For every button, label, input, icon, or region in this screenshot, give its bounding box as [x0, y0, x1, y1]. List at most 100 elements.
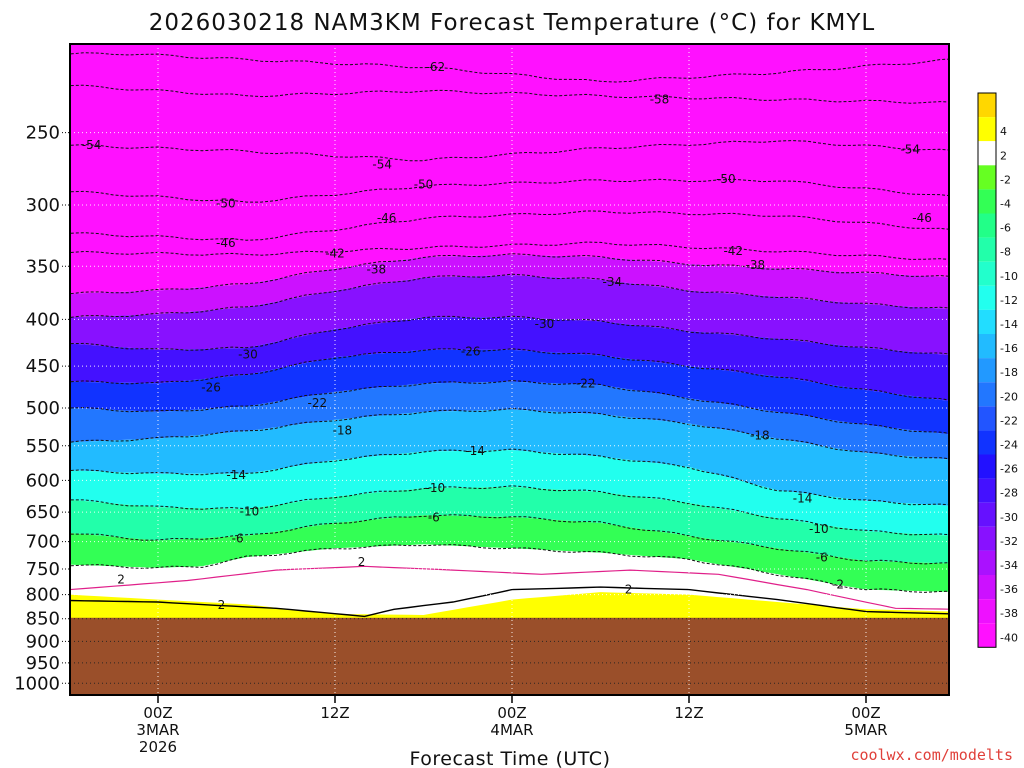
- y-tick-label: 650: [26, 502, 60, 523]
- colorbar-swatch: [978, 309, 996, 334]
- isotherm-label: -46: [216, 236, 236, 250]
- x-tick-label: 00Z: [143, 704, 172, 722]
- terrain: [70, 617, 949, 695]
- y-axis: 2503003504004505005506006507007508008509…: [14, 123, 70, 694]
- isotherm-line: [70, 178, 949, 203]
- colorbar-label: -8: [1000, 246, 1011, 259]
- y-tick-label: 300: [26, 195, 60, 216]
- isotherm-label: -50: [216, 197, 236, 211]
- isotherm-label: -6: [232, 532, 244, 546]
- x-tick-label: 00Z: [497, 704, 526, 722]
- isotherm-label: -18: [750, 429, 770, 443]
- temperature-band: [70, 44, 949, 294]
- y-tick-label: 600: [26, 470, 60, 491]
- isotherm-label: -38: [746, 258, 766, 272]
- colorbar-swatch: [978, 502, 996, 527]
- temperature-band: [70, 381, 949, 460]
- isotherm-line: [70, 348, 949, 401]
- y-tick-label: 250: [26, 123, 60, 144]
- grid: [70, 44, 949, 695]
- temperature-band: [70, 515, 949, 592]
- isotherm-label: -50: [716, 172, 736, 186]
- y-tick-label: 800: [26, 585, 60, 606]
- colorbar-label: -12: [1000, 294, 1018, 307]
- isotherm-line: [70, 140, 949, 162]
- colorbar-label: -10: [1000, 270, 1018, 283]
- plot-frame: [69, 43, 950, 696]
- temperature-band: [70, 486, 949, 564]
- isotherm-label: -46: [377, 211, 397, 225]
- isotherm-label: -2: [832, 578, 844, 592]
- temperature-band: [70, 409, 949, 506]
- y-tick-label: 950: [26, 653, 60, 674]
- x-axis-title: Forecast Time (UTC): [410, 748, 611, 768]
- isotherm-label: -42: [325, 247, 345, 261]
- x-tick-label: 12Z: [320, 704, 349, 722]
- colorbar-label: -36: [1000, 583, 1018, 596]
- isotherm-label: -10: [240, 505, 260, 519]
- zero-degree-contour: [70, 586, 949, 618]
- y-tick-label: 550: [26, 436, 60, 457]
- colorbar-label: -38: [1000, 607, 1018, 620]
- y-tick-label: 750: [26, 559, 60, 580]
- y-tick-label: 450: [26, 356, 60, 377]
- x-tick-label: 12Z: [674, 704, 703, 722]
- colorbar-swatch: [978, 285, 996, 310]
- temperature-band: [70, 349, 949, 435]
- credit-text: coolwx.com/modelts: [850, 746, 1013, 764]
- colorbar-swatch: [978, 261, 996, 286]
- isotherm-label: -54: [900, 143, 920, 157]
- colorbar-swatch: [978, 213, 996, 238]
- isotherm-label: -10: [809, 522, 829, 536]
- contour-labels: -62-58-54-54-54-50-50 -50-46-46 -46-42 -42-…: [82, 60, 932, 612]
- temperature-band: [70, 544, 949, 615]
- y-tick-label: 700: [26, 532, 60, 553]
- temperature-band: [70, 275, 949, 355]
- colorbar-swatch: [978, 478, 996, 503]
- colorbar-swatch: [978, 189, 996, 214]
- colorbar-label: -2: [1000, 173, 1011, 186]
- colorbar-label: -34: [1000, 559, 1018, 572]
- isotherm-line: [70, 544, 949, 593]
- colorbar-label: 4: [1000, 125, 1007, 138]
- x-tick-label: 5MAR: [844, 721, 887, 739]
- temperature-band: [70, 450, 949, 536]
- y-tick-label: 1000: [14, 673, 60, 694]
- colorbar-swatch: [978, 165, 996, 190]
- isotherm-label: -14: [793, 491, 813, 505]
- colorbar-swatch: [978, 334, 996, 359]
- isotherm-label: -6: [428, 511, 440, 525]
- isotherm-label: 2: [218, 598, 226, 612]
- colorbar-swatch: [978, 93, 996, 118]
- colorbar: 4 2 -2 -4 -6 -8 -10 -12 -14 -16 -18 -20 -22 -24 -26 -28…: [977, 92, 1018, 648]
- colorbar-swatch: [978, 358, 996, 383]
- colorbar-label: -22: [1000, 414, 1018, 427]
- colorbar-swatch: [978, 382, 996, 407]
- colorbar-swatch: [978, 526, 996, 551]
- colorbar-label: -26: [1000, 463, 1018, 476]
- colorbar-label: -30: [1000, 511, 1018, 524]
- y-tick-label: 500: [26, 398, 60, 419]
- isotherm-line: [70, 253, 949, 295]
- colorbar-swatch: [978, 141, 996, 166]
- isotherm-label: -54: [372, 158, 392, 172]
- temperature-band: [70, 317, 949, 401]
- isotherm-label: -14: [226, 468, 246, 482]
- colorbar-swatch: [978, 406, 996, 431]
- colorbar-swatch: [978, 623, 996, 648]
- colorbar-label: -18: [1000, 366, 1018, 379]
- isotherm-label: -58: [650, 93, 670, 107]
- colorbar-label: -24: [1000, 439, 1018, 452]
- colorbar-label: -40: [1000, 631, 1018, 644]
- colorbar-swatch: [978, 454, 996, 479]
- isotherm-label: -38: [366, 263, 386, 277]
- isotherm-label: -30: [535, 317, 555, 331]
- colorbar-swatch: [978, 550, 996, 575]
- isotherm-label: -14: [465, 444, 485, 458]
- isotherm-label: -22: [307, 396, 327, 410]
- isotherm-label: -46: [912, 211, 932, 225]
- colorbar-label: 2: [1000, 149, 1007, 162]
- isotherm-line: [70, 273, 949, 318]
